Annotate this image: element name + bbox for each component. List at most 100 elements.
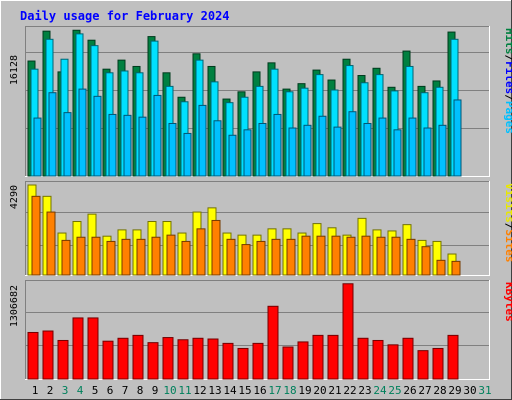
legend-kbytes: KBytes (503, 282, 512, 322)
bar-sites (196, 228, 206, 276)
bar-sites (211, 219, 221, 276)
bar-kbytes (132, 334, 144, 380)
panel-2: 4290 Visits/Sites (9, 181, 512, 276)
bar-sites (226, 238, 236, 276)
day-label: 7 (122, 384, 129, 397)
day-label: 25 (388, 384, 401, 397)
bar-pages (243, 129, 252, 177)
legend-visits: Visits (503, 183, 512, 223)
bar-sites (421, 246, 431, 276)
bar-kbytes (387, 344, 399, 380)
bar-kbytes (117, 337, 129, 380)
bar-kbytes (297, 341, 309, 380)
bar-pages (183, 132, 192, 177)
bar-pages (198, 104, 207, 177)
bar-pages (153, 94, 162, 177)
bar-pages (213, 120, 222, 177)
bar-sites (271, 238, 281, 276)
bar-pages (378, 117, 387, 177)
y-max-label: 16128 (9, 55, 20, 85)
legend-hits: Hits (503, 28, 512, 55)
bar-sites (301, 235, 311, 276)
day-label: 19 (298, 384, 311, 397)
day-label: 11 (178, 384, 191, 397)
legend-sites: Sites (503, 229, 512, 262)
x-axis-day-labels: 1 2 3 4 5 6 7 8 9 10 11 12 13 14 15 16 17 18 19 20 21 22 23 24 2… (32, 384, 492, 397)
day-label: 27 (418, 384, 431, 397)
bar-pages (318, 115, 327, 177)
bar-kbytes (222, 342, 234, 380)
bar-kbytes (252, 342, 264, 380)
day-label: 13 (208, 384, 221, 397)
bar-pages (303, 124, 312, 177)
bar-pages (408, 117, 417, 177)
bar-pages (108, 113, 117, 177)
bar-pages (333, 126, 342, 177)
legend-separator: / (503, 55, 512, 62)
y-max-label: 4290 (9, 185, 20, 209)
day-label: 23 (358, 384, 371, 397)
bar-pages (288, 127, 297, 177)
day-label: 24 (373, 384, 387, 397)
series-legend: Hits/Files/Pages (503, 28, 512, 134)
bar-kbytes (432, 347, 444, 380)
bar-sites (361, 235, 371, 276)
bar-pages (453, 99, 462, 177)
chart-title: Daily usage for February 2024 (20, 9, 230, 23)
bar-kbytes (42, 330, 54, 380)
legend-pages: Pages (503, 101, 512, 134)
bar-kbytes (342, 283, 354, 380)
day-label: 26 (403, 384, 416, 397)
bar-kbytes (282, 346, 294, 380)
bar-pages (138, 116, 147, 177)
day-label: 21 (328, 384, 341, 397)
bar-pages (348, 111, 357, 177)
day-label: 2 (47, 384, 54, 397)
bar-sites (31, 195, 41, 276)
y-max-label: 1306682 (9, 285, 20, 327)
bar-kbytes (312, 334, 324, 380)
bar-kbytes (237, 347, 249, 380)
bar-pages (168, 122, 177, 177)
bar-sites (376, 236, 386, 276)
day-label: 10 (163, 384, 176, 397)
chart-panels: 16128Hits/Files/Pages4290Visits/Sites130… (9, 26, 512, 380)
bar-pages (228, 134, 237, 177)
bar-sites (46, 211, 56, 276)
bar-kbytes (207, 338, 219, 380)
bar-kbytes (402, 337, 414, 380)
bar-sites (181, 240, 191, 276)
bar-kbytes (357, 337, 369, 380)
bar-sites (241, 244, 251, 276)
bar-sites (61, 239, 71, 276)
bar-kbytes (72, 317, 84, 380)
bar-sites (391, 236, 401, 276)
bar-kbytes (87, 317, 99, 380)
series-legend: Visits/Sites (503, 183, 512, 263)
bar-sites (106, 240, 116, 276)
day-label: 29 (448, 384, 461, 397)
day-label: 30 (463, 384, 476, 397)
bar-sites (451, 260, 461, 276)
day-label: 17 (268, 384, 281, 397)
bar-sites (166, 234, 176, 276)
bar-kbytes (372, 339, 384, 380)
bar-kbytes (177, 339, 189, 380)
bar-sites (436, 259, 446, 276)
bar-pages (393, 129, 402, 177)
bar-sites (121, 238, 131, 276)
series-legend: KBytes (503, 282, 512, 322)
day-label: 16 (253, 384, 266, 397)
day-label: 22 (343, 384, 356, 397)
bar-kbytes (417, 350, 429, 380)
bar-kbytes (27, 331, 39, 380)
bar-kbytes (327, 334, 339, 380)
bar-kbytes (147, 342, 159, 380)
legend-files: Files (503, 61, 512, 94)
bar-kbytes (162, 337, 174, 380)
bar-pages (273, 113, 282, 177)
bar-pages (48, 92, 57, 177)
bar-sites (91, 236, 101, 276)
